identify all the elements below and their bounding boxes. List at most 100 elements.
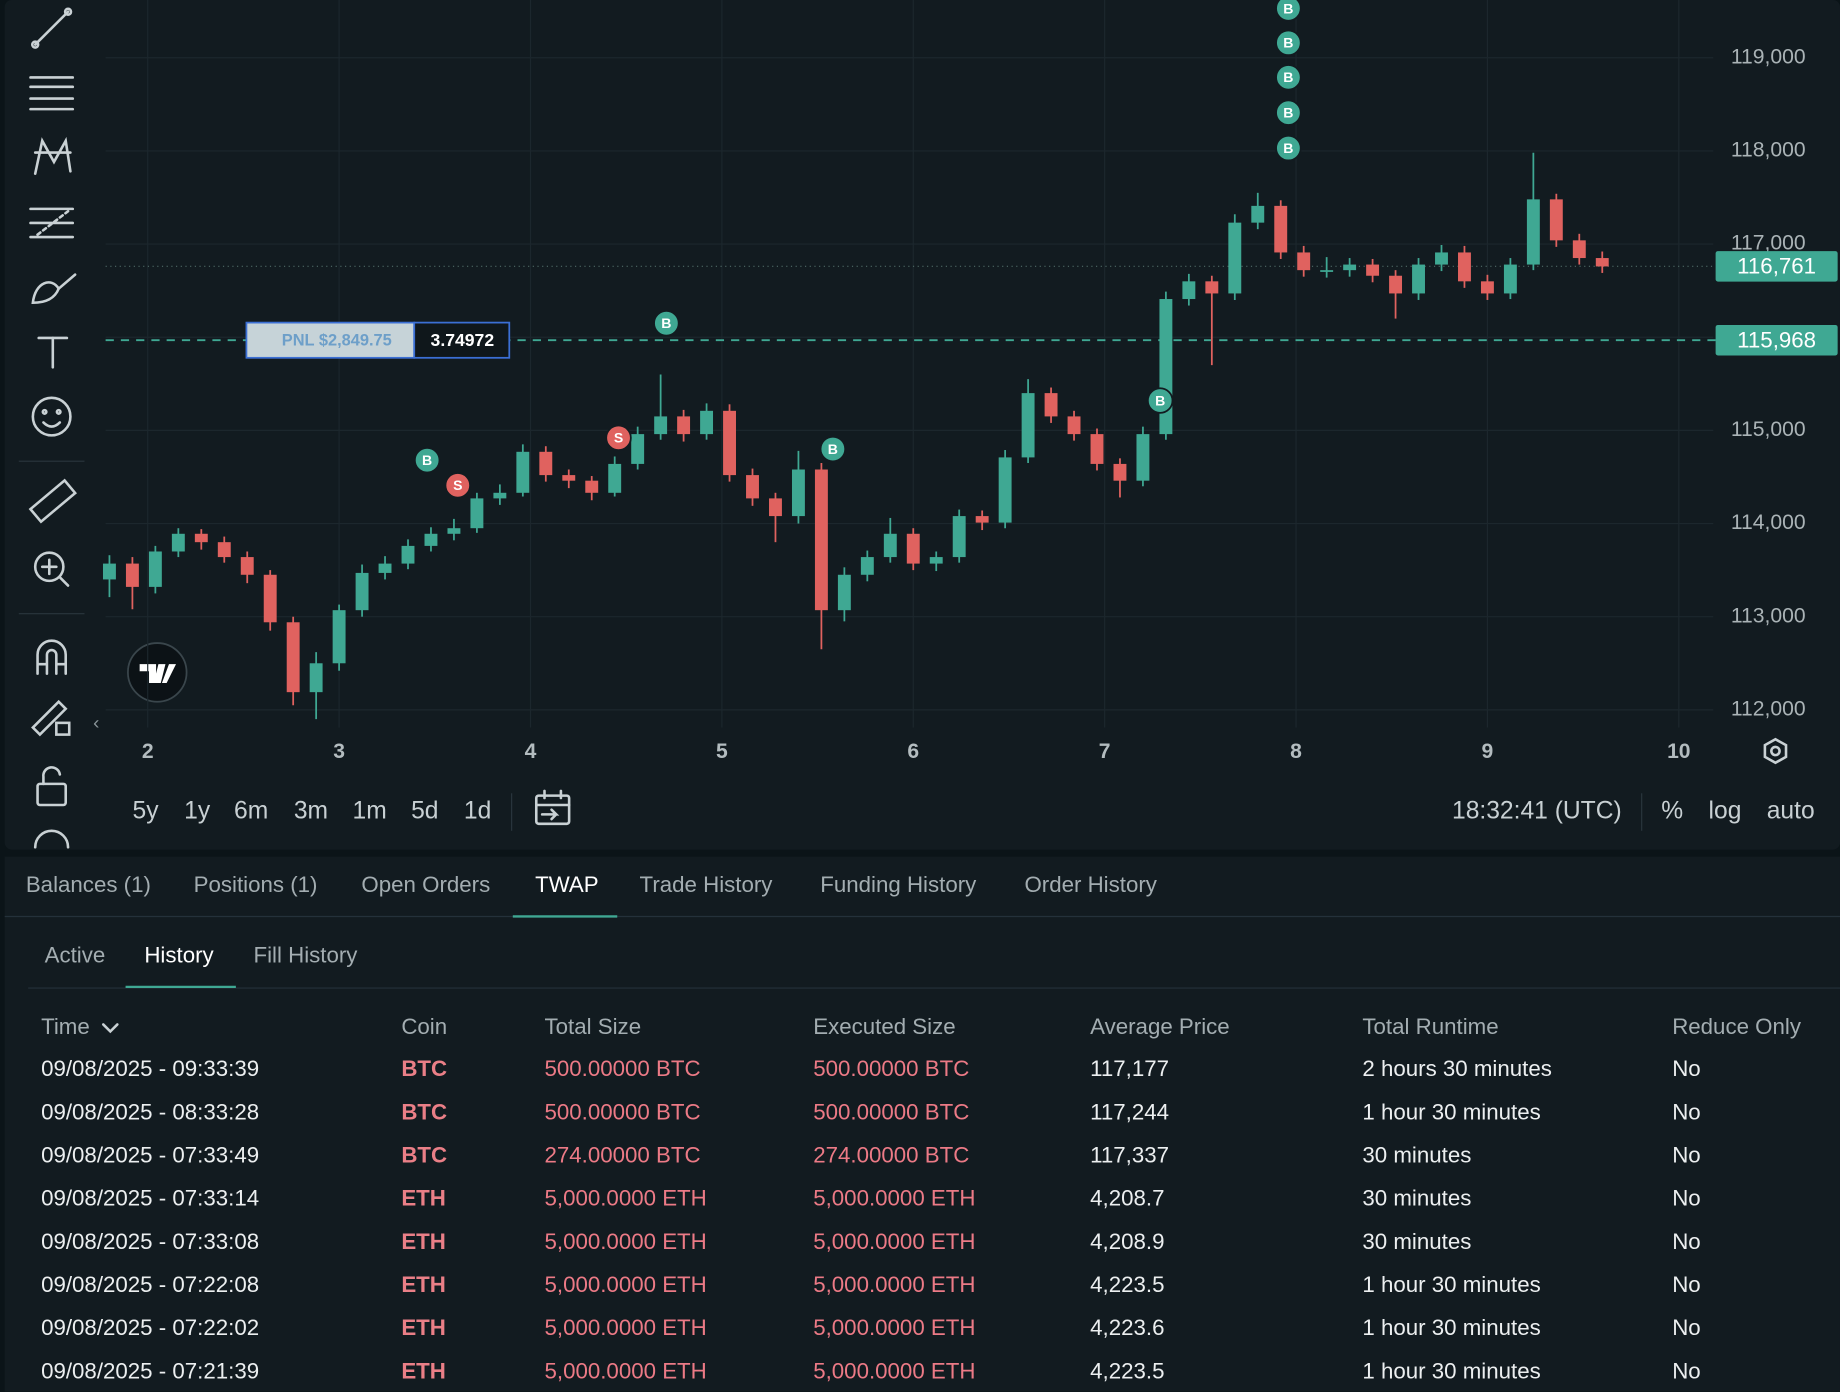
trade-marker[interactable]: [653, 310, 680, 337]
table-cell: 5,000.0000 ETH: [813, 1315, 975, 1340]
subtab[interactable]: Active: [45, 942, 106, 967]
timeframe-button[interactable]: 5y: [133, 798, 160, 825]
candle-body: [332, 610, 346, 664]
table-cell: BTC: [401, 1056, 447, 1081]
settings-gear[interactable]: [1763, 737, 1788, 765]
candle-body: [746, 475, 759, 499]
table-cell: 5,000.0000 ETH: [813, 1272, 975, 1297]
zoom-tool[interactable]: [33, 551, 70, 587]
table-cell: 09/08/2025 - 08:33:28: [41, 1099, 259, 1124]
collapse-arrow[interactable]: ‹: [93, 712, 99, 733]
sort-chevron[interactable]: [101, 1023, 119, 1034]
trade-marker-label: B: [422, 452, 432, 468]
candle-body: [860, 557, 874, 575]
magnet-tool[interactable]: [36, 639, 68, 675]
trade-marker[interactable]: [1275, 134, 1302, 162]
table-cell: 500.00000 BTC: [544, 1056, 700, 1081]
table-cell: 500.00000 BTC: [813, 1056, 969, 1081]
trade-marker-label: B: [661, 315, 671, 331]
scale-option[interactable]: %: [1661, 798, 1683, 825]
left-toolbar[interactable]: [18, 7, 85, 849]
tab[interactable]: Funding History: [820, 872, 977, 897]
candle-body: [1320, 270, 1334, 272]
x-tick-label: 5: [716, 740, 728, 763]
timeframe-button[interactable]: 6m: [234, 798, 268, 825]
table-cell: 09/08/2025 - 07:22:02: [41, 1315, 259, 1340]
trade-marker[interactable]: [1275, 99, 1302, 126]
trade-marker[interactable]: [413, 446, 441, 474]
subtab[interactable]: Fill History: [253, 942, 358, 967]
candle-body: [1480, 281, 1494, 294]
visibility-tool[interactable]: [33, 829, 70, 849]
table-cell: BTC: [401, 1099, 447, 1124]
candle-body: [1274, 205, 1288, 253]
lock-tool[interactable]: [36, 766, 68, 807]
date-range-button[interactable]: [534, 789, 571, 826]
table-cell: 4,223.5: [1090, 1272, 1164, 1297]
tab[interactable]: Positions (1): [194, 872, 318, 897]
tab[interactable]: TWAP: [535, 872, 599, 897]
lock-drawing-tool[interactable]: [31, 699, 71, 737]
scale-option[interactable]: auto: [1767, 798, 1815, 825]
scale-option[interactable]: log: [1709, 798, 1742, 825]
brush-tool[interactable]: [31, 273, 77, 305]
tab[interactable]: Open Orders: [361, 872, 490, 897]
candle-body: [906, 533, 920, 564]
text-tool[interactable]: [37, 336, 69, 369]
table-cell: ETH: [401, 1186, 446, 1211]
trend-line-tool[interactable]: [30, 7, 73, 49]
candle-body: [975, 516, 989, 523]
tab[interactable]: Trade History: [640, 872, 774, 897]
table-cell: No: [1672, 1358, 1700, 1383]
table-cell: No: [1672, 1186, 1700, 1211]
candle-body: [654, 416, 668, 435]
table-cell: 1 hour 30 minutes: [1362, 1272, 1540, 1297]
emoji-tool[interactable]: [31, 396, 72, 437]
table-cell: 09/08/2025 - 07:22:08: [41, 1272, 259, 1297]
table-cell: 30 minutes: [1362, 1229, 1471, 1254]
trade-marker[interactable]: [1275, 0, 1302, 22]
table-cell: 4,208.7: [1090, 1186, 1164, 1211]
tab[interactable]: Order History: [1024, 872, 1157, 897]
timeframe-button[interactable]: 3m: [294, 798, 328, 825]
trade-marker[interactable]: [444, 472, 471, 499]
lines-tool[interactable]: [29, 76, 75, 111]
pattern-tool[interactable]: [33, 136, 72, 175]
timeframe-button[interactable]: 1m: [353, 798, 387, 825]
tab[interactable]: Balances (1): [26, 872, 151, 897]
timeframe-button[interactable]: 1d: [464, 798, 491, 825]
size-box[interactable]: [413, 321, 511, 359]
trade-marker-label: B: [828, 441, 838, 457]
y-tick-label: 112,000: [1731, 697, 1806, 720]
table-cell: 09/08/2025 - 07:33:14: [41, 1186, 259, 1211]
pnl-box[interactable]: [245, 321, 416, 359]
candle-body: [998, 457, 1012, 523]
candle-body: [1366, 264, 1380, 276]
ruler-tool[interactable]: [28, 478, 77, 524]
subtab[interactable]: History: [144, 942, 214, 967]
trade-marker[interactable]: [819, 435, 847, 463]
candle-body: [791, 469, 805, 517]
trade-marker[interactable]: [605, 424, 632, 452]
fib-tool[interactable]: [29, 207, 75, 239]
timeframe-button[interactable]: 5d: [411, 798, 438, 825]
timeframe-button[interactable]: 1y: [184, 798, 211, 825]
x-tick-label: 9: [1482, 740, 1494, 763]
candle-body: [1044, 393, 1058, 417]
y-tick-label: 117,000: [1731, 232, 1806, 255]
candle-body: [194, 533, 208, 543]
table-cell: 5,000.0000 ETH: [544, 1186, 706, 1211]
trade-marker[interactable]: [1146, 387, 1174, 414]
table-cell: ETH: [401, 1358, 446, 1383]
table-cell: 5,000.0000 ETH: [813, 1186, 975, 1211]
candle-body: [562, 475, 576, 481]
table-cell: 09/08/2025 - 07:21:39: [41, 1358, 259, 1383]
table-cell: 117,337: [1090, 1142, 1169, 1167]
table-header[interactable]: Time: [41, 1014, 90, 1039]
table-header: Executed Size: [813, 1014, 955, 1039]
x-tick-label: 4: [525, 740, 537, 763]
candle-body: [1113, 463, 1127, 481]
trade-marker[interactable]: [1275, 64, 1302, 91]
trade-marker[interactable]: [1275, 29, 1302, 57]
candle-body: [1136, 434, 1150, 481]
